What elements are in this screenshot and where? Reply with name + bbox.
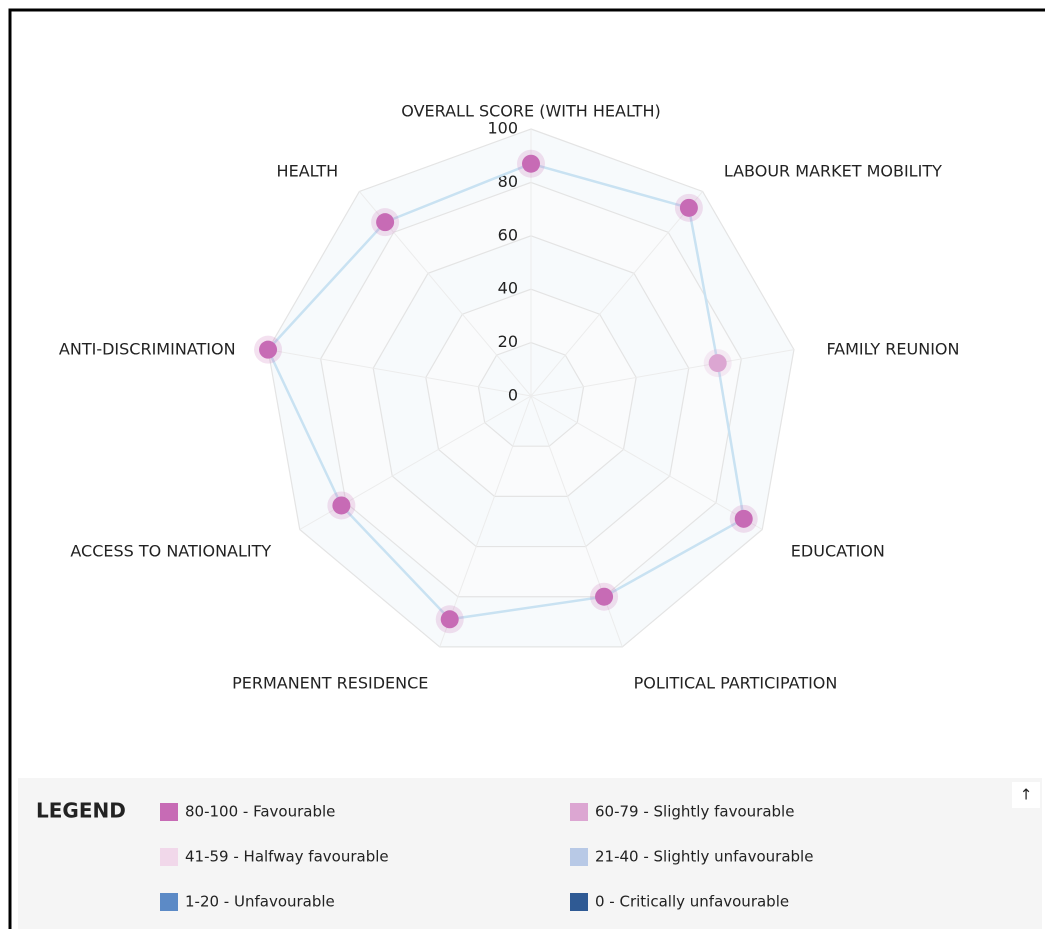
axis-spoke — [530, 349, 795, 397]
legend-label: 1-20 - Unfavourable — [185, 893, 335, 911]
category-label: POLITICAL PARTICIPATION — [634, 673, 838, 692]
point — [332, 496, 351, 515]
category-label: EDUCATION — [791, 542, 885, 561]
point — [259, 340, 278, 359]
y-tick-label: 20 — [498, 332, 518, 351]
legend-swatch — [160, 893, 178, 911]
legend-label: 60-79 - Slightly favourable — [595, 803, 794, 821]
legend-label: 0 - Critically unfavourable — [595, 893, 789, 911]
series-line — [266, 162, 746, 621]
scroll-button-label[interactable]: ↑ — [1020, 786, 1033, 804]
legend-swatch — [160, 848, 178, 866]
legend-label: 21-40 - Slightly unfavourable — [595, 848, 813, 866]
category-label: FAMILY REUNION — [826, 339, 959, 358]
y-tick-label: 40 — [498, 279, 518, 298]
legend-swatch — [570, 803, 588, 821]
point — [595, 587, 614, 606]
y-tick-label: 100 — [487, 119, 518, 138]
axis-spoke — [439, 395, 532, 648]
legend: 80-100 - Favourable 60-79 - Slightly favo… — [160, 803, 813, 911]
category-label: ANTI-DISCRIMINATION — [59, 339, 236, 358]
point — [522, 154, 540, 173]
scroll-button[interactable] — [1012, 782, 1040, 808]
axis-spoke — [530, 191, 704, 397]
category-label: PERMANENT RESIDENCE — [232, 673, 428, 692]
legend-swatch — [160, 803, 178, 821]
category-label: HEALTH — [277, 162, 339, 181]
legend-panel — [18, 778, 1042, 929]
legend-swatch — [570, 848, 588, 866]
point — [679, 198, 698, 217]
legend-swatch — [570, 893, 588, 911]
point — [734, 509, 753, 528]
point — [440, 610, 459, 629]
legend-label: 41-59 - Halfway favourable — [185, 848, 389, 866]
category-label: OVERALL SCORE (WITH HEALTH) — [401, 102, 660, 121]
y-tick-label: 0 — [508, 386, 518, 405]
axis-spoke — [267, 349, 532, 397]
y-tick-label: 60 — [498, 225, 518, 244]
point — [708, 354, 727, 373]
point — [376, 213, 395, 232]
legend-label: 80-100 - Favourable — [185, 803, 335, 821]
category-label: LABOUR MARKET MOBILITY — [724, 162, 942, 181]
y-tick-label: 80 — [498, 172, 518, 191]
axis-spoke — [530, 395, 763, 530]
legend-title: LEGEND — [36, 799, 126, 823]
category-label: ACCESS TO NATIONALITY — [70, 542, 271, 561]
